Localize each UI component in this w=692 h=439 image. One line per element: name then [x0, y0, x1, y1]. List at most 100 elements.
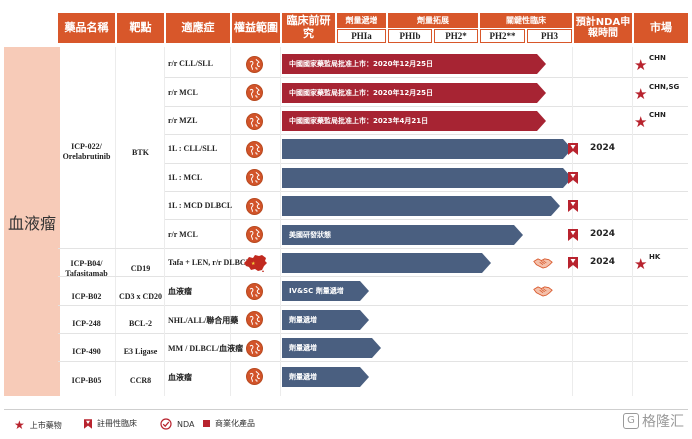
globe-icon [246, 112, 263, 130]
header-indication: 適應症 [166, 13, 230, 43]
progress-arrow-label: 中國國家藥監局批准上市：2023年4月21日 [289, 117, 429, 125]
legend-commercial: 商業化產品 [203, 418, 255, 429]
watermark-logo: G 格隆汇 [623, 411, 684, 431]
legend-nda-label: NDA [177, 419, 195, 429]
legend-marketed-label: 上市藥物 [29, 420, 62, 430]
star-icon: ★ [634, 113, 648, 131]
star-icon: ★ [634, 56, 648, 75]
phase-phia: PHIa [337, 29, 386, 43]
drug-name-icp-490: ICP-490 [72, 347, 101, 356]
drug-name-icp-248: ICP-248 [72, 319, 101, 328]
indication-label: MM / DLBCL/血液瘤 [168, 344, 244, 354]
row-separator [164, 247, 688, 249]
progress-arrow-label: 美國研發狀態 [289, 230, 331, 239]
watermark-text: 格隆汇 [642, 414, 684, 430]
progress-arrow [282, 167, 572, 188]
row-separator [164, 191, 688, 192]
drug-name-icp-b02: ICP-B02 [71, 292, 102, 301]
market-label: CHN [649, 54, 666, 63]
progress-arrow-label: 劑量遞增 [289, 315, 317, 324]
header-drug-name: 藥品名稱 [58, 13, 115, 43]
progress-arrow: 劑量遞增 [282, 309, 369, 330]
header-dose-escalation: 劑量遞增 [337, 13, 386, 28]
logo-icon: G [623, 413, 639, 429]
market-label: CHN,SG [649, 82, 680, 91]
progress-arrow-label: 中國國家藥監局批准上市：2020年12月25日 [289, 88, 433, 97]
globe-icon [246, 84, 263, 102]
progress-arrow: 中國國家藥監局批准上市：2020年12月25日 [282, 82, 546, 103]
drug-name-icp-b05: ICP-B05 [71, 376, 102, 385]
row-separator [164, 162, 688, 164]
group-separator [58, 304, 164, 306]
group-separator [58, 361, 164, 363]
indication-label: 1L : MCD DLBCL [168, 201, 233, 211]
column-separator [632, 47, 633, 396]
nda-year: 2024 [590, 228, 616, 239]
legend-marketed: ★ 上市藥物 [14, 418, 62, 432]
star-icon: ★ [634, 255, 648, 273]
row-separator [58, 276, 688, 278]
globe-icon [246, 368, 263, 386]
progress-arrow [282, 196, 560, 217]
progress-arrow: IV&SC 劑量遞增 [282, 281, 369, 302]
nda-year: 2024 [590, 257, 616, 267]
china-map-icon: ★ [243, 253, 269, 273]
phase-ph3: PH3 [527, 29, 572, 43]
globe-icon [246, 339, 263, 357]
bookmark-icon [568, 257, 578, 269]
drug-name-orelabrutinib: ICP-022/ Orelabrutinib [62, 142, 111, 161]
row-separator [58, 361, 688, 363]
target-bcl-2: BCL-2 [128, 319, 153, 328]
globe-icon [246, 197, 263, 215]
target-cd3-cd20: CD3 x CD20 [118, 292, 163, 301]
indication-label: NHL/ALL/聯合用藥 [168, 315, 239, 325]
globe-icon [246, 55, 263, 73]
progress-arrow: 劑量遞增 [282, 366, 369, 387]
bookmark-icon [568, 228, 578, 241]
group-separator [58, 333, 164, 334]
column-separator [115, 47, 116, 396]
progress-arrow [282, 139, 572, 160]
indication-label: 血液瘤 [168, 372, 192, 382]
row-separator [164, 77, 688, 79]
progress-arrow [282, 253, 491, 273]
header-dose-expansion: 劑量拓展 [388, 13, 478, 28]
target-cd19: CD19 [130, 264, 151, 273]
indication-label: Tafa + LEN, r/r DLBCL [168, 258, 252, 267]
legend-registrational-label: 註冊性臨床 [97, 419, 137, 428]
legend-nda: NDA [160, 418, 194, 430]
bookmark-icon [568, 143, 578, 156]
nda-year: 2024 [590, 143, 616, 154]
progress-arrow-label: 劑量遞增 [289, 372, 317, 381]
target-e3-ligase: E3 Ligase [123, 347, 158, 356]
globe-icon [246, 311, 263, 329]
progress-arrow-label: IV&SC 劑量遞增 [289, 287, 344, 296]
column-separator [572, 47, 573, 396]
bookmark-icon [84, 418, 92, 429]
indication-label: r/r CLL/SLL [168, 59, 213, 69]
progress-arrow-label: 劑量遞增 [289, 344, 317, 353]
legend-divider [4, 409, 688, 410]
globe-icon [246, 169, 263, 187]
square-icon [203, 420, 210, 427]
bookmark-icon [568, 200, 578, 213]
globe-icon [246, 140, 263, 158]
progress-arrow-label: 中國國家藥監局批准上市：2020年12月25日 [289, 60, 433, 69]
phase-ph2-star: PH2* [434, 29, 478, 43]
row-separator [164, 219, 688, 221]
star-icon: ★ [634, 84, 648, 103]
handshake-icon [533, 285, 553, 297]
column-separator [280, 47, 281, 396]
svg-text:★: ★ [251, 261, 256, 267]
legend-registrational: 註冊性臨床 [84, 418, 137, 429]
header-target: 靶點 [117, 13, 164, 43]
bookmark-icon [568, 171, 578, 184]
header-market: 市場 [634, 13, 688, 43]
check-circle-icon [160, 418, 172, 430]
progress-arrow: 美國研發狀態 [282, 224, 523, 245]
row-separator [164, 105, 688, 107]
row-separator [58, 304, 688, 306]
indication-label: 血液瘤 [168, 287, 192, 297]
category-hematologic-cancer: 血液瘤 [4, 47, 60, 396]
header-expected-nda: 預計NDA申報時間 [574, 13, 632, 43]
